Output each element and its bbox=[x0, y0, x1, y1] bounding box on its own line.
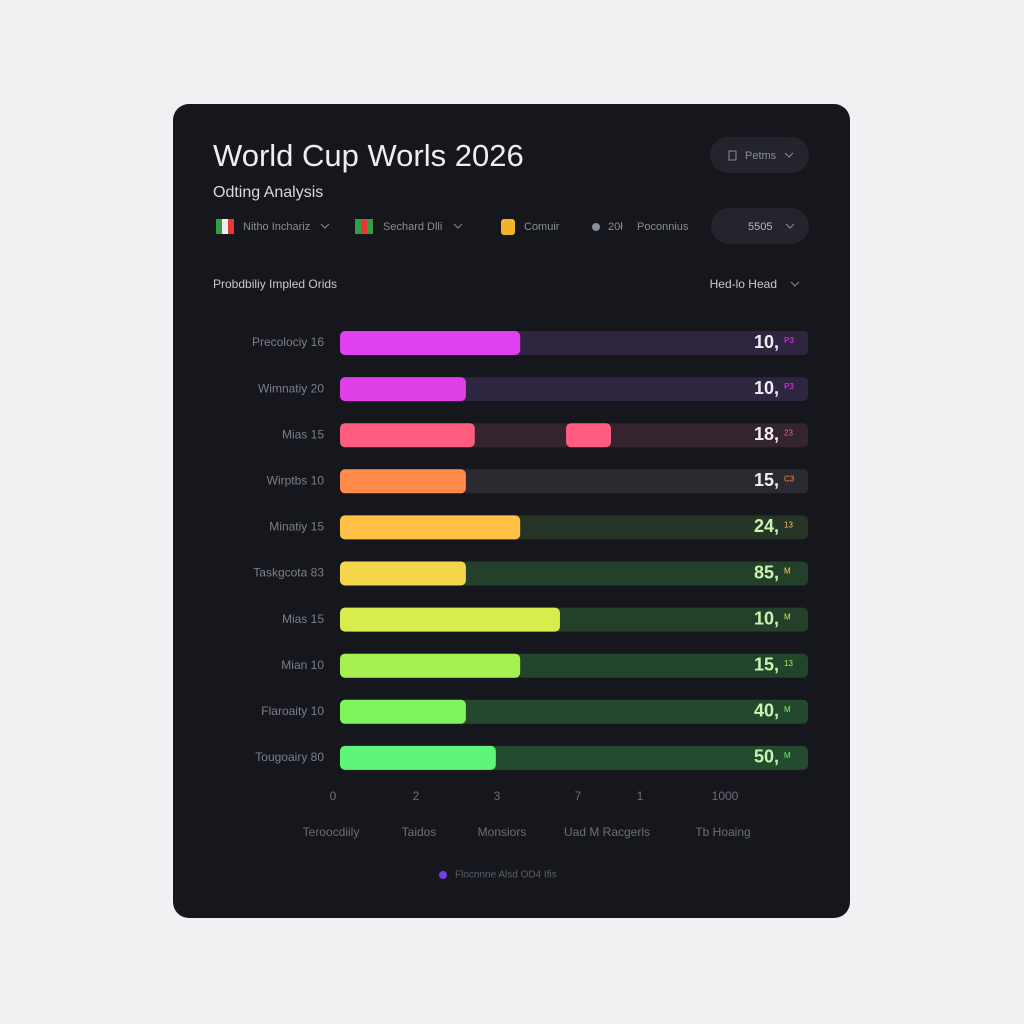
end-suffix: P3 bbox=[784, 382, 794, 391]
bar bbox=[340, 423, 475, 448]
bar bbox=[340, 607, 560, 632]
end-label: 15, bbox=[754, 654, 779, 674]
bar-segment bbox=[566, 423, 611, 448]
end-label: 18, bbox=[754, 424, 779, 444]
flag bbox=[222, 219, 228, 234]
flag bbox=[216, 219, 222, 234]
bar bbox=[340, 561, 466, 586]
dropdown-label: 5505 bbox=[748, 221, 772, 233]
row-label: Mias 15 bbox=[282, 612, 324, 626]
filter[interactable]: 20ł bbox=[608, 221, 623, 233]
end-label: 40, bbox=[754, 701, 779, 721]
filter[interactable]: Poconnius bbox=[637, 221, 689, 233]
end-suffix: 13 bbox=[784, 659, 793, 668]
footer-label: Monsiors bbox=[478, 825, 527, 839]
filter[interactable]: Nitho Inchariz bbox=[243, 221, 310, 233]
row-label: Taskgcota 83 bbox=[253, 566, 324, 580]
axis-label: 7 bbox=[575, 789, 582, 803]
end-suffix: C3 bbox=[784, 474, 795, 483]
end-label: 10, bbox=[754, 378, 779, 398]
bar bbox=[340, 377, 466, 402]
axis-label: 1000 bbox=[712, 789, 739, 803]
dropdown[interactable] bbox=[711, 208, 809, 244]
footer-label: Taidos bbox=[402, 825, 437, 839]
end-label: 10, bbox=[754, 608, 779, 628]
icon bbox=[501, 219, 515, 235]
section-label: Probdbiliy Impled Orids bbox=[213, 277, 337, 291]
legend-dot bbox=[439, 871, 447, 879]
axis-label: 1 bbox=[637, 789, 644, 803]
row-label: Precolociy 16 bbox=[252, 335, 324, 349]
chevron bbox=[785, 223, 795, 229]
bar bbox=[340, 653, 521, 678]
end-label: 15, bbox=[754, 470, 779, 490]
button[interactable] bbox=[710, 137, 809, 173]
row-label: Mian 10 bbox=[281, 658, 324, 672]
row-label: Flaroaity 10 bbox=[261, 704, 324, 718]
row-label: Tougoairy 80 bbox=[255, 750, 324, 764]
end-suffix: 13 bbox=[784, 521, 793, 530]
bar bbox=[340, 515, 521, 540]
chevron bbox=[320, 223, 330, 229]
end-suffix: 23 bbox=[784, 428, 793, 437]
icon bbox=[592, 223, 600, 231]
end-suffix: M bbox=[784, 705, 791, 714]
bar bbox=[340, 469, 466, 494]
subtitle: Odting Analysis bbox=[213, 184, 323, 201]
bar bbox=[340, 331, 521, 355]
row-label: Wirptbs 10 bbox=[267, 473, 325, 487]
row-label: Mias 15 bbox=[282, 427, 324, 441]
axis-label: 2 bbox=[413, 789, 420, 803]
end-label: 50, bbox=[754, 747, 779, 767]
flag bbox=[228, 219, 234, 234]
button-label: Petms bbox=[745, 150, 777, 162]
row-label: Wimnatiy 20 bbox=[258, 381, 324, 395]
footer-label: Uad M Racgerls bbox=[564, 825, 650, 839]
filter[interactable]: Comuir bbox=[524, 221, 560, 233]
legend-label: Flocnnne Alsd OD4 Ifis bbox=[455, 870, 557, 881]
footer-label: Teroocdiily bbox=[303, 825, 360, 839]
title: World Cup Worls 2026 bbox=[213, 138, 524, 173]
icon bbox=[728, 150, 737, 161]
end-suffix: M bbox=[784, 613, 791, 622]
bar bbox=[340, 699, 466, 724]
bar bbox=[340, 745, 496, 770]
row-label: Minatiy 15 bbox=[269, 520, 324, 534]
filter[interactable]: Sechard Dlli bbox=[383, 221, 442, 233]
flag bbox=[361, 219, 367, 234]
chevron bbox=[790, 281, 800, 287]
end-suffix: M bbox=[784, 751, 791, 760]
end-label: 85, bbox=[754, 562, 779, 582]
chevron bbox=[453, 223, 463, 229]
end-suffix: M bbox=[784, 567, 791, 576]
footer-label: Tb Hoaing bbox=[695, 825, 750, 839]
end-suffix: P3 bbox=[784, 336, 794, 345]
axis-label: 0 bbox=[330, 789, 337, 803]
end-label: 24, bbox=[754, 516, 779, 536]
end-label: 10, bbox=[754, 332, 779, 352]
section-dropdown[interactable]: Hed-lo Head bbox=[710, 277, 777, 291]
axis-label: 3 bbox=[494, 789, 501, 803]
chevron bbox=[784, 152, 794, 158]
